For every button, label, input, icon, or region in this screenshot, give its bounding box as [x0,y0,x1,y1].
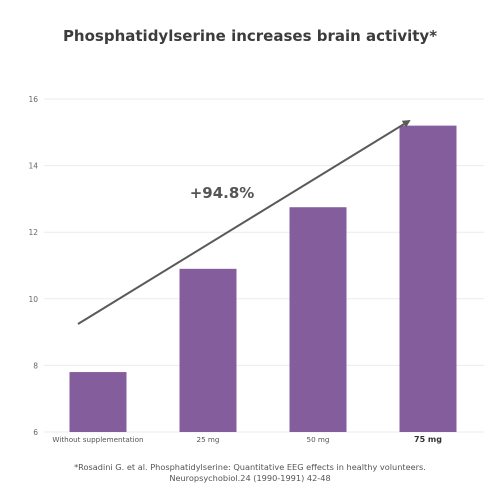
source-footnote: *Rosadini G. et al. Phosphatidylserine: … [0,462,500,484]
y-tick-label: 16 [28,95,38,104]
y-tick-label: 8 [33,361,38,370]
y-tick-label: 12 [28,228,38,237]
footnote-line-1: *Rosadini G. et al. Phosphatidylserine: … [74,462,426,472]
y-tick-label: 14 [28,162,38,171]
x-tick-label: 50 mg [307,435,330,444]
y-axis-ticks: 6 8 10 12 14 16 [28,95,38,437]
y-tick-label: 6 [33,428,38,437]
footnote-line-2: Neuropsychobiol.24 (1990-1991) 42-48 [169,473,331,483]
growth-annotation: +94.8% [190,184,255,202]
x-tick-label: 75 mg [414,435,442,444]
bar-50-mg [289,207,347,432]
trend-arrow [77,119,411,325]
y-tick-label: 10 [28,295,38,304]
x-tick-label: Without supplementation [52,435,143,444]
x-axis-ticks: Without supplementation 25 mg 50 mg 75 mg [52,435,442,444]
bars [69,125,457,432]
bar-without-supplementation [69,372,127,432]
bar-75-mg [399,125,457,432]
x-tick-label: 25 mg [197,435,220,444]
bar-25-mg [179,268,237,432]
chart-title: Phosphatidylserine increases brain activ… [62,27,438,45]
